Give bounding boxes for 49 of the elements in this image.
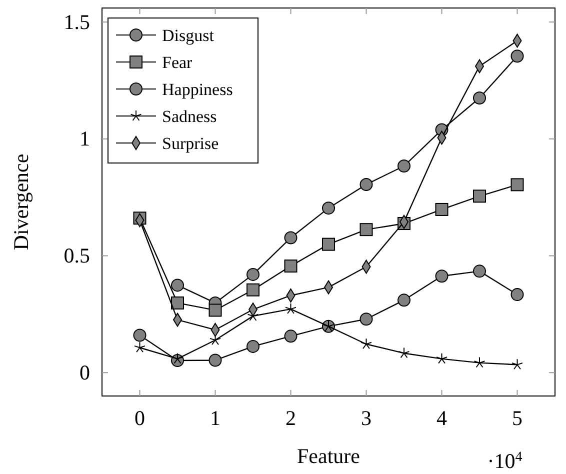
x-tick-label: 5 bbox=[512, 406, 522, 430]
x-tick-label: 1 bbox=[210, 406, 220, 430]
point bbox=[360, 312, 373, 326]
legend-label: Fear bbox=[162, 53, 193, 72]
point bbox=[322, 202, 335, 215]
point bbox=[398, 160, 410, 173]
point bbox=[171, 296, 184, 310]
point bbox=[133, 328, 146, 342]
point bbox=[208, 304, 222, 317]
point bbox=[398, 347, 410, 358]
point bbox=[510, 288, 524, 302]
y-tick-label: 0 bbox=[80, 360, 90, 384]
x-axis-title: Feature bbox=[297, 444, 360, 468]
point bbox=[208, 354, 222, 367]
y-tick-label: 0.5 bbox=[64, 243, 90, 268]
legend-label: Surprise bbox=[162, 134, 219, 153]
x-tick-label: 4 bbox=[436, 406, 448, 430]
legend-label: Happiness bbox=[162, 80, 233, 99]
text: ·10$^{4}$ bbox=[487, 449, 522, 473]
y-tick-label: 1 bbox=[80, 126, 90, 151]
point bbox=[360, 338, 372, 350]
point bbox=[473, 264, 486, 278]
point bbox=[284, 330, 298, 343]
point bbox=[246, 340, 260, 353]
point bbox=[510, 50, 524, 63]
point bbox=[435, 202, 448, 216]
point bbox=[360, 223, 373, 236]
point bbox=[436, 352, 448, 364]
point bbox=[246, 268, 260, 281]
x-tick-label: 0 bbox=[134, 406, 145, 430]
point bbox=[474, 356, 486, 368]
x-tick-label: 2 bbox=[286, 406, 296, 430]
point bbox=[284, 260, 298, 273]
point bbox=[284, 231, 298, 244]
point bbox=[435, 270, 448, 283]
point bbox=[510, 178, 524, 192]
y-axis-title: Divergence bbox=[9, 154, 33, 250]
point bbox=[246, 283, 260, 296]
point bbox=[473, 190, 486, 203]
point bbox=[322, 238, 335, 251]
x-tick-label: 3 bbox=[361, 406, 372, 430]
point bbox=[285, 303, 296, 314]
point bbox=[473, 91, 486, 104]
point bbox=[398, 294, 410, 307]
legend-label: Sadness bbox=[162, 107, 217, 126]
point bbox=[360, 178, 373, 191]
y-tick-label: 1.5 bbox=[64, 10, 90, 34]
point bbox=[171, 278, 184, 292]
legend-label: Disgust bbox=[162, 26, 214, 45]
